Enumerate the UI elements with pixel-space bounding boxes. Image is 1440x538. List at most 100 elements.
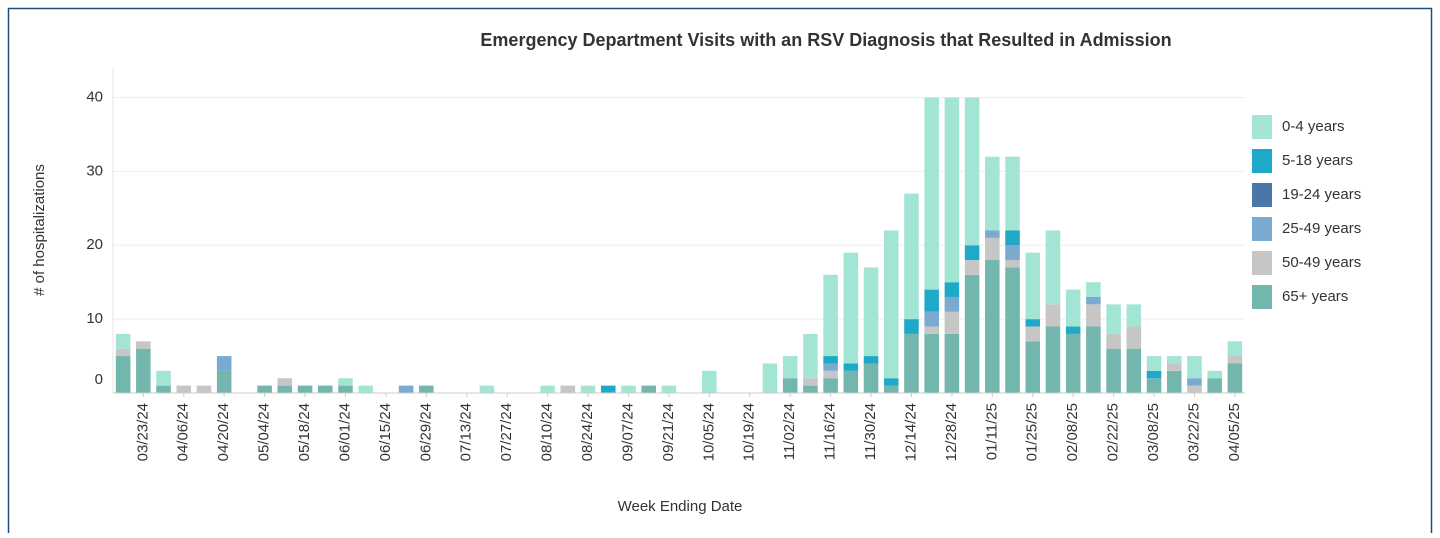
bar-segment xyxy=(1166,370,1182,393)
bar-segment xyxy=(883,230,899,379)
bar-segment xyxy=(1106,348,1121,393)
bar-segment xyxy=(762,363,778,393)
bar-segment xyxy=(600,385,616,393)
bar-segment xyxy=(803,385,818,393)
legend-label: 19-24 years xyxy=(1282,186,1361,203)
bar-segment xyxy=(1126,304,1142,327)
bar-segment xyxy=(1126,348,1142,393)
y-tick-label: 20 xyxy=(86,236,103,253)
bar-segment xyxy=(782,356,798,379)
bar-segment xyxy=(156,385,171,393)
bar-segment xyxy=(924,311,939,327)
bar-segment xyxy=(702,370,717,393)
bar-segment xyxy=(823,378,838,393)
legend-label: 25-49 years xyxy=(1282,220,1361,237)
bar-segment xyxy=(924,289,939,312)
legend-label: 65+ years xyxy=(1282,288,1348,305)
bar-segment xyxy=(823,370,838,379)
bar-segment xyxy=(1207,370,1222,379)
x-tick-label: 05/04/24 xyxy=(256,403,273,461)
y-tick-label: 30 xyxy=(86,162,103,179)
y-tick-label: 10 xyxy=(86,310,103,327)
bar-segment xyxy=(985,260,1000,393)
bar-segment xyxy=(1025,252,1041,320)
x-tick-label: 01/25/25 xyxy=(1024,403,1041,461)
chart-title: Emergency Department Visits with an RSV … xyxy=(480,30,1171,50)
bar-segment xyxy=(964,274,980,393)
bar-segment xyxy=(863,363,879,393)
x-tick-label: 02/22/25 xyxy=(1105,403,1122,461)
bar-segment xyxy=(1005,245,1020,261)
bar-segment xyxy=(1166,363,1182,371)
x-tick-label: 11/02/24 xyxy=(781,403,798,460)
frame xyxy=(7,7,1433,538)
bar-segment xyxy=(257,385,272,393)
bar-segment xyxy=(641,385,656,393)
bar-segment xyxy=(1146,356,1162,371)
bar-segment xyxy=(1146,378,1162,393)
x-tick-label: 03/08/25 xyxy=(1145,403,1162,461)
legend-label: 50-49 years xyxy=(1282,254,1361,271)
bar-segment xyxy=(479,385,495,393)
x-tick-label: 08/10/24 xyxy=(539,403,556,461)
bar-segment xyxy=(419,385,434,393)
bar-segment xyxy=(924,326,939,334)
bar-segment xyxy=(1106,333,1121,349)
x-tick-label: 11/30/24 xyxy=(862,403,879,460)
bar-segment xyxy=(1005,260,1020,268)
bar-segment xyxy=(621,385,636,393)
bar-segment xyxy=(1025,341,1041,393)
bar-segment xyxy=(985,237,1000,261)
bar-segment xyxy=(863,267,879,357)
bar-segment xyxy=(661,385,677,393)
bar-segment xyxy=(964,97,980,246)
bar-segment xyxy=(1005,267,1020,393)
x-tick-label: 12/28/24 xyxy=(943,403,960,461)
bar-segment xyxy=(1025,326,1041,342)
bar-segment xyxy=(1005,230,1020,246)
x-tick-label: 06/01/24 xyxy=(336,403,353,461)
y-tick-label: 40 xyxy=(86,89,103,106)
bar-segment xyxy=(1065,289,1081,327)
bar-segment xyxy=(944,296,960,312)
bar-segment xyxy=(115,348,131,357)
bar-segment xyxy=(1045,230,1061,305)
bar-segment xyxy=(136,341,151,349)
x-tick-label: 03/23/24 xyxy=(134,403,151,461)
bar-segment xyxy=(964,260,980,275)
bar-segment xyxy=(1146,370,1162,379)
x-tick-label: 12/14/24 xyxy=(902,403,919,461)
bar-segment xyxy=(823,356,838,364)
bar-segment xyxy=(1086,296,1101,305)
bar-segment xyxy=(1005,156,1020,231)
bar-segment xyxy=(338,378,353,386)
x-tick-label: 06/29/24 xyxy=(417,403,434,461)
legend-label: 0-4 years xyxy=(1282,118,1345,135)
bar-segment xyxy=(944,97,960,283)
x-tick-label: 05/18/24 xyxy=(296,403,313,461)
bar-segment xyxy=(338,385,353,393)
bar-segment xyxy=(398,385,414,393)
x-tick-label: 06/15/24 xyxy=(377,403,394,461)
bar-segment xyxy=(843,363,859,371)
bar-segment xyxy=(803,378,818,386)
legend-swatch xyxy=(1252,285,1272,309)
bar-segment xyxy=(358,385,373,393)
bar-segment xyxy=(115,333,131,349)
bar-segment xyxy=(277,385,293,393)
legend-swatch xyxy=(1252,183,1272,207)
y-axis-title: # of hospitalizations xyxy=(31,164,48,296)
bar-segment xyxy=(944,333,960,393)
legend-swatch xyxy=(1252,251,1272,275)
x-tick-label: 09/07/24 xyxy=(619,403,636,461)
legend-swatch xyxy=(1252,149,1272,173)
bar-segment xyxy=(863,356,879,364)
bar-segment xyxy=(297,385,313,393)
legend-label: 5-18 years xyxy=(1282,152,1353,169)
bar-segment xyxy=(1065,326,1081,334)
bar-segment xyxy=(803,333,818,379)
bar-segment xyxy=(823,274,838,357)
bar-segment xyxy=(216,370,232,393)
